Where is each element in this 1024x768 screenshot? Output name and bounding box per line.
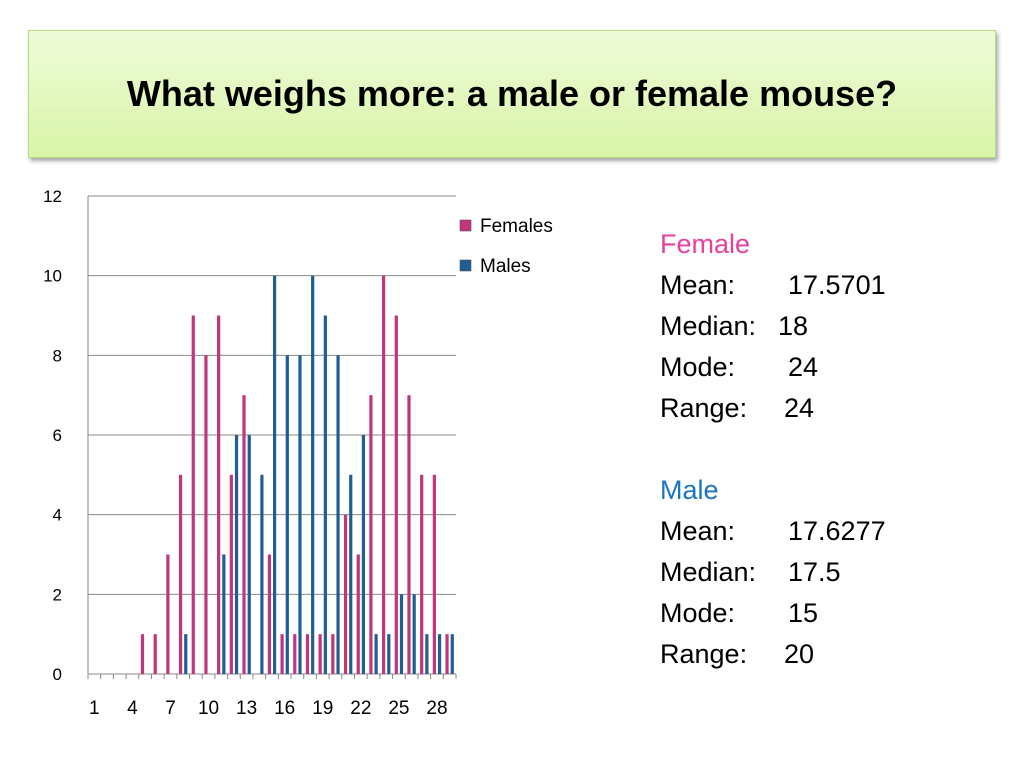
x-tick-label: 7 bbox=[165, 698, 176, 719]
bar-males bbox=[323, 315, 327, 674]
bar-females bbox=[382, 275, 386, 674]
bar-males bbox=[311, 275, 315, 674]
male-range-label: Range: bbox=[660, 639, 748, 669]
male-median-row: Median: 17.5 bbox=[660, 552, 886, 593]
bar-males bbox=[437, 634, 442, 674]
legend-label-males: Males bbox=[480, 256, 531, 277]
bar-females bbox=[432, 474, 436, 674]
bar-females bbox=[178, 474, 183, 674]
bar-males bbox=[336, 355, 340, 674]
x-tick-label: 25 bbox=[388, 698, 409, 719]
female-median-row: Median: 18 bbox=[660, 306, 886, 347]
bar-females bbox=[191, 315, 195, 674]
bar-females bbox=[166, 554, 170, 674]
x-tick-label: 16 bbox=[274, 698, 295, 719]
bar-males bbox=[234, 435, 239, 674]
male-mode-value: 15 bbox=[788, 598, 819, 628]
bar-males bbox=[298, 355, 302, 674]
legend-label-females: Females bbox=[480, 216, 553, 237]
legend-swatch-males bbox=[459, 259, 472, 272]
male-heading: Male bbox=[660, 475, 719, 505]
bar-females bbox=[407, 395, 411, 674]
bar-females bbox=[280, 634, 284, 674]
female-median-label: Median: bbox=[660, 311, 757, 341]
y-tick-label: 0 bbox=[53, 665, 62, 684]
bar-males bbox=[450, 634, 454, 674]
y-tick-label: 12 bbox=[43, 187, 62, 206]
bar-females bbox=[305, 634, 310, 674]
male-median-value: 17.5 bbox=[788, 557, 841, 587]
bar-females bbox=[229, 474, 233, 674]
bar-males bbox=[349, 474, 353, 674]
stats-panel: Female Mean: 17.5701 Median: 18 Mode: 24 Ra… bbox=[660, 224, 886, 675]
female-median-value: 18 bbox=[778, 311, 809, 341]
x-tick-label: 28 bbox=[426, 698, 447, 719]
bar-females bbox=[420, 474, 424, 674]
y-tick-label: 6 bbox=[53, 426, 62, 445]
male-mode-row: Mode: 15 bbox=[660, 593, 886, 634]
bar-females bbox=[318, 634, 322, 674]
male-mean-row: Mean: 17.6277 bbox=[660, 511, 886, 552]
slide-title: What weighs more: a male or female mouse… bbox=[126, 73, 898, 114]
bar-females bbox=[267, 554, 271, 674]
female-mean-row: Mean: 17.5701 bbox=[660, 265, 886, 306]
bar-males bbox=[412, 594, 416, 674]
bar-females bbox=[445, 634, 449, 674]
female-range-label: Range: bbox=[660, 393, 748, 423]
male-mode-label: Mode: bbox=[660, 598, 736, 628]
male-range-value: 20 bbox=[784, 639, 815, 669]
male-range-row: Range: 20 bbox=[660, 634, 886, 675]
bar-males bbox=[374, 634, 378, 674]
bar-males bbox=[222, 554, 226, 674]
bar-males bbox=[399, 594, 404, 674]
x-tick-label: 22 bbox=[350, 698, 371, 719]
bar-females bbox=[331, 634, 335, 674]
female-heading: Female bbox=[660, 229, 751, 259]
female-mean-label: Mean: bbox=[660, 270, 736, 300]
legend-swatch-females bbox=[459, 219, 472, 232]
bar-females bbox=[153, 634, 157, 674]
female-range-row: Range: 24 bbox=[660, 388, 886, 429]
male-mean-value: 17.6277 bbox=[788, 516, 886, 546]
bar-females bbox=[394, 315, 398, 674]
bar-females bbox=[369, 395, 373, 674]
bar-females bbox=[242, 395, 246, 674]
bar-females bbox=[293, 634, 297, 674]
female-range-value: 24 bbox=[784, 393, 815, 423]
x-tick-label: 1 bbox=[89, 698, 100, 719]
x-tick-label: 10 bbox=[198, 698, 219, 719]
y-tick-label: 2 bbox=[53, 585, 62, 604]
title-banner: What weighs more: a male or female mouse… bbox=[28, 30, 996, 158]
bar-males bbox=[247, 435, 251, 674]
male-median-label: Median: bbox=[660, 557, 757, 587]
bar-males bbox=[285, 355, 289, 674]
bar-females bbox=[343, 514, 348, 674]
male-mean-label: Mean: bbox=[660, 516, 736, 546]
female-mode-row: Mode: 24 bbox=[660, 347, 886, 388]
y-tick-label: 4 bbox=[53, 506, 62, 525]
bar-males bbox=[387, 634, 391, 674]
x-tick-label: 13 bbox=[236, 698, 257, 719]
female-mode-value: 24 bbox=[788, 352, 819, 382]
bar-females bbox=[140, 634, 145, 674]
bar-males bbox=[361, 435, 366, 674]
bar-females bbox=[217, 315, 221, 674]
bar-males bbox=[273, 275, 277, 674]
bar-males bbox=[425, 634, 429, 674]
y-tick-label: 10 bbox=[43, 267, 62, 286]
bar-males bbox=[184, 634, 188, 674]
x-tick-label: 19 bbox=[312, 698, 333, 719]
female-mode-label: Mode: bbox=[660, 352, 736, 382]
bar-females bbox=[356, 554, 360, 674]
female-mean-value: 17.5701 bbox=[788, 270, 886, 300]
x-tick-label: 4 bbox=[127, 698, 138, 719]
y-tick-label: 8 bbox=[53, 346, 62, 365]
bar-males bbox=[260, 474, 264, 674]
bar-females bbox=[204, 355, 208, 674]
